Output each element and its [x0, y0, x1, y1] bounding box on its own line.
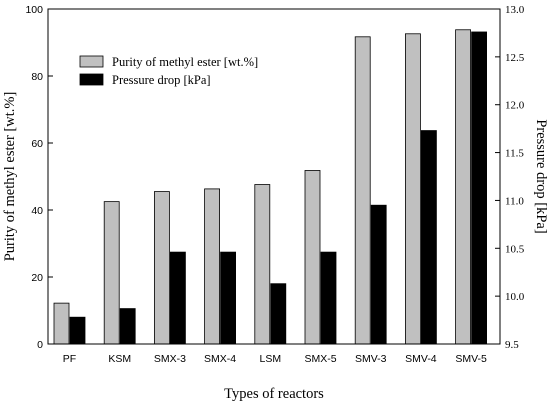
y-tick-label-left: 20 [31, 272, 43, 284]
bar-purity-smv-4 [404, 33, 421, 345]
legend: Purity of methyl ester [wt.%] Pressure d… [79, 55, 258, 87]
x-tick-label: SMV-3 [355, 353, 387, 365]
bar-purity-smx-3 [153, 191, 170, 345]
x-tick-label: SMV-5 [455, 353, 487, 365]
bar-purity-smv-5 [455, 29, 472, 345]
y-tick-label-right: 13.0 [505, 4, 525, 16]
legend-swatch-pressure [79, 73, 104, 86]
x-tick-label: SMX-4 [204, 353, 236, 365]
y-tick-label-left: 60 [31, 138, 43, 150]
legend-label-pressure: Pressure drop [kPa] [112, 73, 211, 87]
x-tick-label: SMV-4 [405, 353, 437, 365]
bar-pressure-ksm [119, 308, 136, 345]
bar-purity-smv-3 [354, 36, 371, 345]
y-tick-label-right: 11.5 [505, 148, 524, 160]
plot-frame [47, 8, 501, 345]
y-axis-title-right: Pressure drop [kPa] [533, 119, 549, 233]
legend-swatch-purity [79, 55, 104, 68]
bar-purity-smx-4 [204, 188, 221, 345]
bar-pressure-smx-4 [220, 251, 237, 345]
y-tick-label-right: 10.5 [505, 243, 525, 255]
x-tick-label: LSM [260, 353, 282, 365]
y-tick-label-right: 12.0 [505, 100, 525, 112]
legend-label-purity: Purity of methyl ester [wt.%] [112, 55, 258, 69]
bar-pressure-smv-5 [471, 31, 488, 345]
y-tick-label-left: 0 [37, 339, 43, 351]
y-axis-title-left: Purity of methyl ester [wt.%] [2, 92, 18, 262]
x-axis-title: Types of reactors [224, 386, 324, 402]
bar-purity-lsm [254, 184, 271, 345]
y-tick-label-left: 40 [31, 205, 43, 217]
bar-pressure-smx-3 [169, 251, 186, 345]
bar-pressure-smx-5 [320, 251, 337, 345]
y-tick-label-left: 100 [25, 4, 43, 16]
y-tick-label-right: 12.5 [505, 52, 525, 64]
bar-pressure-pf [69, 316, 86, 345]
bar-pressure-lsm [270, 283, 287, 345]
y-tick-label-right: 10.0 [505, 291, 525, 303]
bar-pressure-smv-3 [370, 204, 387, 345]
y-tick-label-right: 9.5 [505, 339, 519, 351]
bar-purity-pf [53, 302, 70, 345]
ticks-layer: 0 20 40 60 80 100 9.5 10.0 10.5 11.0 11.5 12.0 12.5 1… [25, 4, 524, 365]
x-tick-label: KSM [108, 353, 131, 365]
bar-pressure-smv-4 [420, 130, 437, 345]
y-tick-label-right: 11.0 [505, 195, 524, 207]
x-tick-label: SMX-5 [304, 353, 336, 365]
x-tick-label: PF [63, 353, 76, 365]
y-tick-label-left: 80 [31, 71, 43, 83]
bar-purity-smx-5 [304, 170, 321, 345]
x-tick-label: SMX-3 [154, 353, 186, 365]
bar-purity-ksm [103, 201, 120, 345]
